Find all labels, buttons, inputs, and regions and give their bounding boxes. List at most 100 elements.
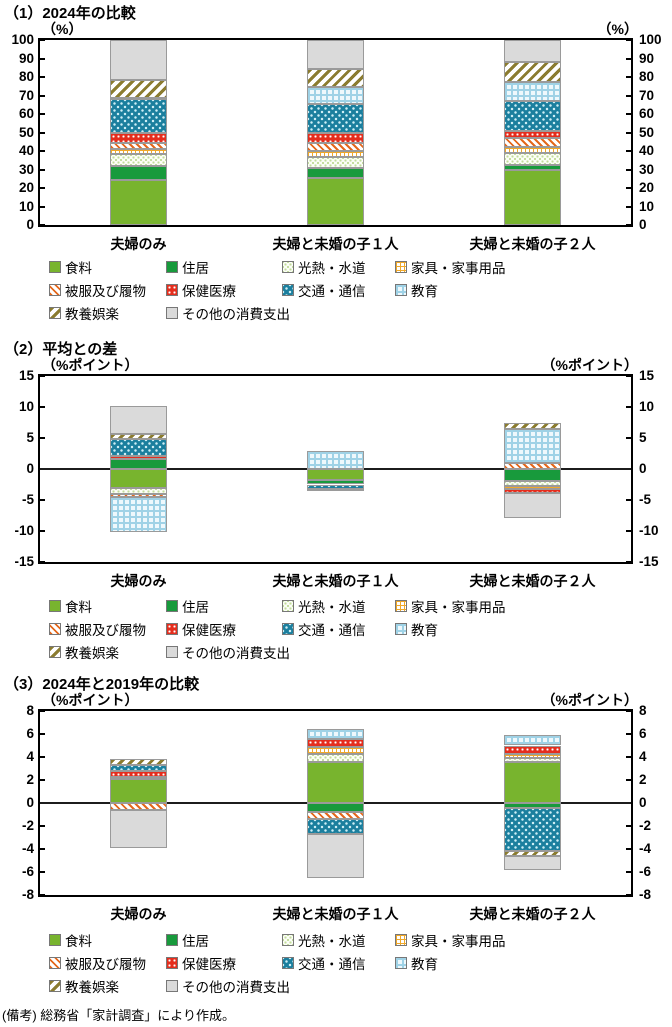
bar-segment	[307, 103, 364, 134]
legend-key-swatch	[49, 261, 61, 273]
legend-key-swatch	[49, 307, 61, 319]
legend-key-swatch	[395, 623, 407, 635]
bar-segment	[110, 179, 167, 225]
chart-title: （2）平均との差	[4, 341, 118, 358]
bar-segment	[307, 156, 364, 168]
bar-segment	[110, 98, 167, 101]
y-axis-tick	[40, 205, 45, 208]
legend-key-swatch	[282, 957, 294, 969]
y-axis-tick	[626, 499, 631, 501]
legend-key-swatch	[166, 623, 178, 635]
legend-label: 光熱・水道	[298, 261, 366, 276]
legend-label: 被服及び履物	[65, 284, 146, 299]
legend-key-swatch	[395, 957, 407, 969]
bar-segment	[307, 819, 364, 835]
x-axis-category-label: 夫婦と未婚の子１人	[272, 906, 399, 922]
legend-key-swatch	[49, 957, 61, 969]
legend-item: その他の消費支出	[166, 304, 290, 322]
y-axis-label: 6	[26, 726, 34, 741]
bar-segment	[110, 809, 167, 848]
bar-segment	[504, 758, 561, 762]
y-axis-label: 60	[639, 106, 655, 121]
chart-section-2: （2）平均との差 （%ポイント） （%ポイント） -15 -15 -10 -10 -5-…	[0, 336, 672, 671]
bar-segment	[307, 177, 364, 225]
bar-segment	[504, 753, 561, 759]
y-axis-label: 50	[18, 124, 34, 140]
bar-segment	[504, 428, 561, 464]
y-axis-tick	[626, 57, 631, 60]
y-axis-tick	[40, 756, 45, 758]
y-axis-label: 2	[26, 772, 34, 787]
y-axis-label: 100	[639, 32, 662, 47]
x-axis-category-label: 夫婦と未婚の子２人	[469, 236, 596, 252]
y-axis-label: 5	[639, 430, 647, 445]
y-axis-label: 0	[26, 217, 34, 232]
y-axis-tick	[626, 894, 631, 896]
y-axis-label: 80	[639, 69, 655, 84]
y-axis-unit-left: （%ポイント）	[42, 692, 139, 708]
bar-segment	[307, 484, 364, 489]
bar-segment	[504, 463, 561, 469]
legend-item: その他の消費支出	[166, 977, 290, 995]
bar-segment	[110, 40, 167, 80]
y-axis-label: -15	[14, 554, 34, 569]
legend-item: 光熱・水道	[282, 597, 366, 615]
y-axis-label: 8	[639, 703, 647, 718]
y-axis-unit-right: （%ポイント）	[541, 692, 638, 708]
legend-item: 教育	[395, 620, 438, 638]
bar-segment	[504, 745, 561, 754]
bar-segment	[504, 40, 561, 63]
legend-key-swatch	[49, 934, 61, 946]
y-axis-tick	[626, 168, 631, 171]
x-axis-category-label: 夫婦と未婚の子２人	[469, 573, 596, 589]
bar-segment	[307, 812, 364, 820]
legend-label: 食料	[65, 934, 92, 949]
legend-item: 教養娯楽	[49, 304, 119, 322]
y-axis-tick	[40, 499, 45, 501]
bar-segment	[307, 167, 364, 178]
bar-segment	[504, 493, 561, 518]
legend-label: 教養娯楽	[65, 307, 119, 322]
legend-key-swatch	[166, 646, 178, 658]
bar-segment	[110, 778, 167, 803]
y-axis-label: 10	[18, 399, 34, 414]
bar-segment	[307, 479, 364, 485]
y-axis-tick	[626, 779, 631, 781]
y-axis-tick	[40, 39, 45, 41]
bar-segment	[110, 759, 167, 766]
y-axis-tick	[626, 375, 631, 377]
legend-label: 保健医療	[182, 284, 236, 299]
y-axis-label: 6	[639, 726, 647, 741]
bar-segment	[110, 487, 167, 494]
y-axis-label: 90	[18, 50, 34, 66]
y-axis-tick	[40, 150, 45, 152]
legend-key-swatch	[395, 934, 407, 946]
legend-item: 光熱・水道	[282, 931, 366, 949]
legend-item: 保健医療	[166, 620, 236, 638]
y-axis-tick	[40, 733, 45, 735]
y-axis-label: 20	[639, 180, 655, 195]
y-axis-label: 30	[18, 161, 34, 177]
y-axis-tick	[626, 530, 631, 532]
legend-item: 教養娯楽	[49, 977, 119, 995]
bar-segment	[307, 87, 364, 104]
bar-segment	[307, 451, 364, 469]
bar-segment	[504, 62, 561, 82]
y-axis-tick	[40, 168, 45, 171]
y-axis-label: -2	[21, 818, 34, 833]
legend-item: 食料	[49, 931, 92, 949]
legend-item: 家具・家事用品	[395, 258, 506, 276]
y-axis-label: 10	[18, 198, 34, 214]
plot-area: -15 -15 -10 -10 -5 -5 0 0 5 5 10 10 15 15 夫婦のみ 夫婦と未婚の子１…	[14, 368, 658, 589]
legend-key-swatch	[49, 646, 61, 658]
y-axis-label: -6	[639, 864, 652, 879]
legend-key-swatch	[166, 261, 178, 273]
y-axis-tick	[626, 205, 631, 208]
y-axis-label: 10	[639, 399, 655, 414]
legend: 食料 住居 光熱・水道 家具・家事用品 被服及び履物 保健医療 交通・通信 教育 教養娯楽 その他…	[0, 931, 672, 1001]
y-axis-label: -6	[21, 864, 34, 879]
y-axis-tick	[626, 150, 631, 152]
bar-segment	[307, 753, 364, 762]
x-axis-category-label: 夫婦と未婚の子２人	[469, 906, 596, 922]
y-axis-tick	[626, 561, 631, 563]
